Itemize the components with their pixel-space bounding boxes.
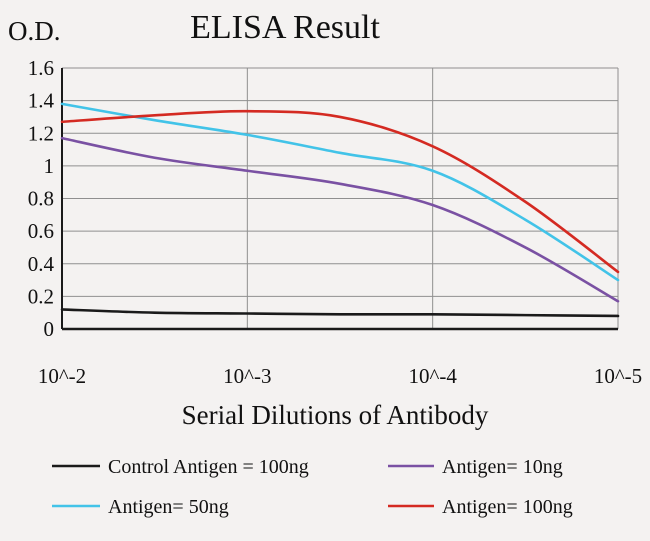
y-tick-label: 1.6 (28, 56, 54, 80)
x-tick-label: 10^-5 (594, 364, 642, 388)
y-tick-label: 0.6 (28, 219, 54, 243)
series-line-antigen-100ng (60, 109, 620, 274)
series-line-control-antigen-100ng (60, 308, 620, 318)
legend-label-antigen-100ng: Antigen= 100ng (442, 496, 573, 518)
series-lines (60, 102, 620, 318)
tick-labels: 1.6 1.4 1.2 1 0.8 0.6 0.4 0.2 0 10^-2 10^-3 10^-4 10… (28, 56, 642, 388)
y-tick-label: 1.2 (28, 121, 54, 145)
legend-item-control-antigen-100ng: Control Antigen = 100ng (52, 456, 309, 478)
y-tick-label: 0.8 (28, 187, 54, 211)
x-tick-label: 10^-3 (223, 364, 271, 388)
chart-title: ELISA Result (190, 9, 380, 46)
legend-label-control-antigen: Control Antigen = 100ng (108, 456, 309, 478)
axes (61, 68, 618, 331)
y-tick-label: 1.4 (28, 89, 55, 113)
legend-label-antigen-50ng: Antigen= 50ng (108, 496, 229, 518)
y-tick-label: 1 (44, 154, 55, 178)
gridlines (62, 67, 619, 329)
y-axis-title: O.D. (8, 16, 61, 46)
series-line-antigen-50ng (60, 102, 620, 282)
x-axis-title: Serial Dilutions of Antibody (182, 400, 489, 430)
x-tick-label: 10^-4 (408, 364, 457, 388)
y-tick-label: 0.4 (28, 252, 55, 276)
legend-item-antigen-10ng: Antigen= 10ng (388, 456, 563, 478)
legend-label-antigen-10ng: Antigen= 10ng (442, 456, 563, 478)
legend-item-antigen-50ng: Antigen= 50ng (52, 496, 229, 518)
legend-item-antigen-100ng: Antigen= 100ng (388, 496, 573, 518)
x-tick-label: 10^-2 (38, 364, 86, 388)
y-tick-label: 0 (44, 317, 55, 341)
legend: Control Antigen = 100ng Antigen= 10ng An… (52, 456, 573, 518)
y-tick-label: 0.2 (28, 284, 54, 308)
series-line-antigen-10ng (60, 136, 620, 303)
